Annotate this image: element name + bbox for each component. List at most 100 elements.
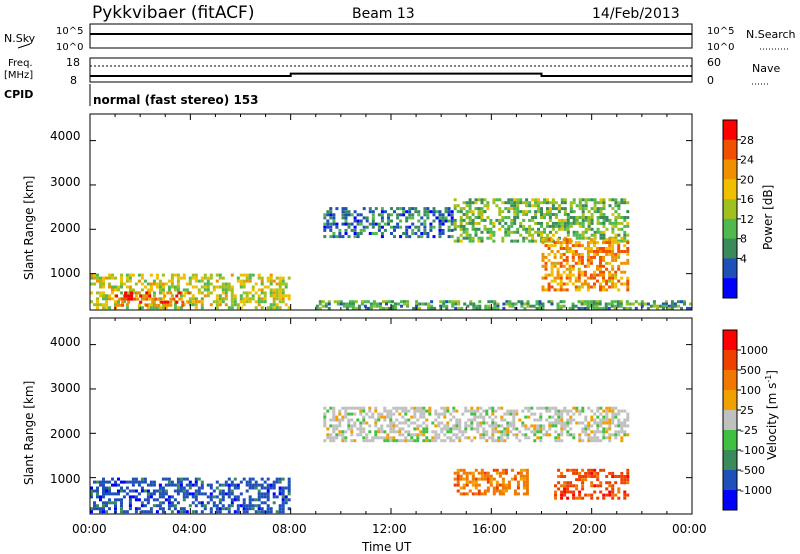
heatmap-cell bbox=[495, 468, 499, 472]
heatmap-cell bbox=[209, 507, 213, 511]
heatmap-cell bbox=[464, 436, 468, 440]
heatmap-cell bbox=[578, 421, 582, 425]
heatmap-cell bbox=[227, 288, 231, 292]
heatmap-cell bbox=[200, 480, 204, 484]
heatmap-cell bbox=[557, 481, 561, 485]
heatmap-cell bbox=[501, 218, 505, 222]
heatmap-cell bbox=[489, 483, 493, 487]
heatmap-cell bbox=[139, 294, 143, 298]
heatmap-cell bbox=[516, 207, 520, 211]
heatmap-cell bbox=[396, 222, 400, 226]
heatmap-cell bbox=[248, 486, 252, 490]
heatmap-cell bbox=[215, 279, 219, 283]
heatmap-cell bbox=[359, 424, 363, 428]
heatmap-cell bbox=[589, 250, 593, 253]
heatmap-cell bbox=[188, 279, 192, 283]
heatmap-cell bbox=[380, 210, 384, 214]
heatmap-cell bbox=[486, 207, 490, 211]
heatmap-cell bbox=[581, 236, 585, 240]
heatmap-cell bbox=[473, 418, 477, 422]
heatmap-cell bbox=[486, 204, 490, 208]
heatmap-cell bbox=[456, 468, 460, 472]
heatmap-cell bbox=[487, 300, 491, 304]
heatmap-cell bbox=[179, 294, 183, 298]
heatmap-cell bbox=[212, 300, 216, 304]
heatmap-cell bbox=[480, 201, 484, 205]
heatmap-cell bbox=[521, 409, 525, 413]
heatmap-cell bbox=[353, 232, 357, 235]
heatmap-cell bbox=[128, 288, 132, 292]
heatmap-cell bbox=[458, 430, 462, 434]
heatmap-cell bbox=[569, 468, 573, 472]
heatmap-cell bbox=[580, 258, 584, 262]
heatmap-cell bbox=[474, 477, 478, 481]
heatmap-cell bbox=[491, 433, 495, 437]
heatmap-cell bbox=[563, 421, 567, 425]
heatmap-cell bbox=[203, 285, 207, 289]
heatmap-cell bbox=[347, 210, 351, 214]
heatmap-cell bbox=[566, 433, 570, 437]
heatmap-cell bbox=[176, 285, 180, 289]
heatmap-cell bbox=[596, 430, 600, 434]
heatmap-cell bbox=[598, 302, 602, 306]
heatmap-cell bbox=[218, 489, 222, 493]
heatmap-cell bbox=[371, 436, 375, 440]
heatmap-cell bbox=[507, 224, 511, 228]
heatmap-cell bbox=[617, 496, 621, 500]
heatmap-cell bbox=[525, 198, 529, 202]
heatmap-cell bbox=[105, 480, 108, 484]
heatmap-cell bbox=[93, 501, 96, 505]
heatmap-cell bbox=[581, 230, 585, 234]
heatmap-cell bbox=[623, 433, 627, 437]
heatmap-cell bbox=[589, 247, 593, 250]
heatmap-cell bbox=[614, 481, 618, 485]
heatmap-cell bbox=[620, 439, 624, 443]
heatmap-cell bbox=[519, 210, 523, 214]
heatmap-cell bbox=[507, 486, 511, 490]
heatmap-cell bbox=[483, 489, 487, 493]
heatmap-cell bbox=[396, 216, 400, 220]
heatmap-cell bbox=[608, 241, 612, 245]
heatmap-cell bbox=[494, 439, 498, 443]
heatmap-cell bbox=[508, 302, 512, 306]
heatmap-cell bbox=[275, 276, 279, 280]
heatmap-cell bbox=[108, 294, 111, 298]
heatmap-cell bbox=[456, 480, 460, 484]
heatmap-cell bbox=[456, 483, 460, 487]
heatmap-cell bbox=[512, 424, 516, 428]
heatmap-cell bbox=[221, 282, 225, 286]
heatmap-cell bbox=[623, 261, 627, 265]
heatmap-cell bbox=[383, 439, 387, 443]
colorbar-segment bbox=[723, 238, 737, 259]
heatmap-cell bbox=[411, 222, 415, 226]
heatmap-cell bbox=[554, 436, 558, 440]
heatmap-cell bbox=[108, 489, 111, 493]
heatmap-cell bbox=[452, 424, 456, 428]
heatmap-cell bbox=[468, 210, 472, 214]
heatmap-cell bbox=[539, 430, 543, 434]
heatmap-cell bbox=[543, 216, 546, 219]
heatmap-cell bbox=[167, 288, 171, 292]
heatmap-cell bbox=[513, 210, 517, 214]
heatmap-cell bbox=[586, 255, 590, 259]
heatmap-cell bbox=[590, 484, 594, 488]
heatmap-cell bbox=[572, 433, 576, 437]
heatmap-cell bbox=[236, 483, 240, 487]
heatmap-cell bbox=[233, 303, 237, 307]
heatmap-cell bbox=[577, 273, 581, 277]
heatmap-cell bbox=[566, 216, 570, 219]
heatmap-cell bbox=[427, 306, 431, 310]
heatmap-cell bbox=[494, 430, 498, 434]
heatmap-cell bbox=[646, 302, 650, 306]
heatmap-cell bbox=[569, 490, 573, 494]
heatmap-cell bbox=[593, 439, 597, 443]
heatmap-cell bbox=[230, 306, 234, 310]
heatmap-cell bbox=[465, 216, 469, 219]
heatmap-cell bbox=[476, 427, 480, 431]
heatmap-cell bbox=[160, 300, 164, 304]
heatmap-cell bbox=[434, 439, 438, 443]
heatmap-cell bbox=[608, 273, 612, 277]
heatmap-cell bbox=[179, 483, 183, 487]
heatmap-cell bbox=[556, 238, 560, 242]
heatmap-cell bbox=[509, 412, 513, 416]
